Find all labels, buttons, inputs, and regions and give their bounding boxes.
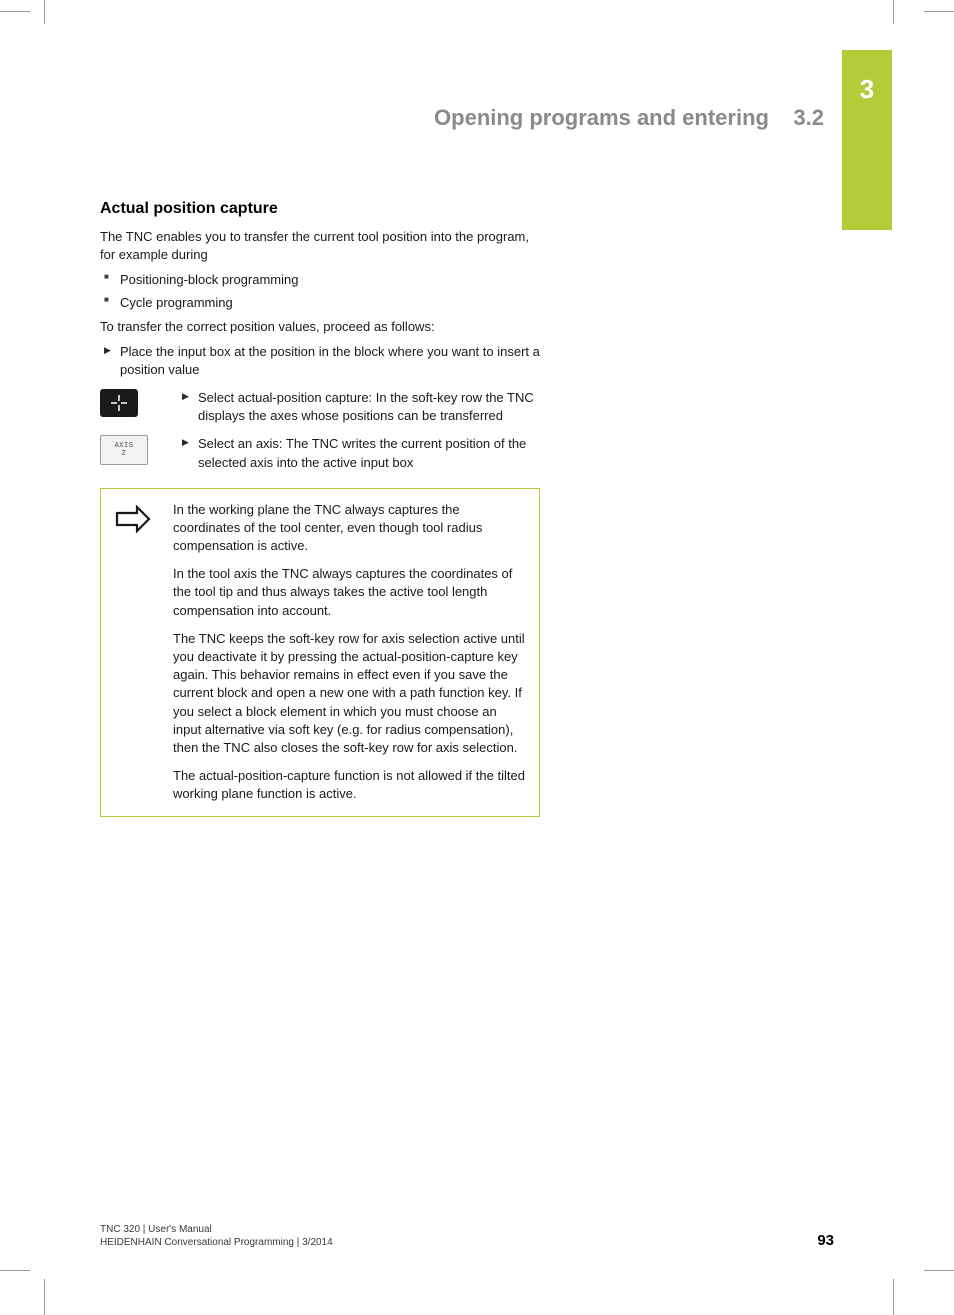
position-capture-key-icon [100,389,138,417]
chapter-tab: 3 [842,50,892,230]
step-text: Select actual-position capture: In the s… [178,389,540,425]
crop-mark [893,1279,894,1315]
note-arrow-icon [113,505,153,533]
step-text-wrapper: Select actual-position capture: In the s… [148,389,540,425]
header-title: Opening programs and entering [434,105,769,130]
note-icon-column [113,501,173,538]
header-section-number: 3.2 [793,105,824,130]
main-content: Actual position capture The TNC enables … [100,200,540,817]
page-number: 93 [817,1232,834,1249]
transfer-intro: To transfer the correct position values,… [100,318,540,336]
step-text: Select an axis: The TNC writes the curre… [178,435,540,471]
crosshair-icon [111,395,127,411]
crop-mark [924,11,954,12]
intro-paragraph: The TNC enables you to transfer the curr… [100,228,540,264]
page-footer: TNC 320 | User's Manual HEIDENHAIN Conve… [100,1223,834,1249]
note-paragraph: The actual-position-capture function is … [173,767,525,803]
note-paragraph: In the working plane the TNC always capt… [173,501,525,556]
key-icon-wrapper [100,389,148,417]
note-paragraph: In the tool axis the TNC always captures… [173,565,525,620]
list-item: Positioning-block programming [100,270,540,290]
crop-mark [893,0,894,24]
axis-key-label: Z [122,450,127,458]
chapter-number: 3 [860,74,874,105]
note-paragraph: The TNC keeps the soft-key row for axis … [173,630,525,757]
bullet-list: Positioning-block programming Cycle prog… [100,270,540,312]
step-list: Place the input box at the position in t… [100,343,540,379]
crop-mark [924,1270,954,1271]
icon-step: AXIS Z Select an axis: The TNC writes th… [100,435,540,471]
footer-line-2: HEIDENHAIN Conversational Programming | … [100,1236,333,1249]
step-item: Place the input box at the position in t… [100,343,540,379]
crop-mark [44,1279,45,1315]
section-heading: Actual position capture [100,200,540,218]
footer-doc-info: TNC 320 | User's Manual HEIDENHAIN Conve… [100,1223,333,1249]
note-box: In the working plane the TNC always capt… [100,488,540,817]
crop-mark [44,0,45,24]
axis-key-label: AXIS [115,442,134,450]
crop-mark [0,11,30,12]
footer-line-1: TNC 320 | User's Manual [100,1223,333,1236]
key-icon-wrapper: AXIS Z [100,435,148,465]
list-item: Cycle programming [100,293,540,313]
icon-step: Select actual-position capture: In the s… [100,389,540,425]
axis-key-icon: AXIS Z [100,435,148,465]
step-text-wrapper: Select an axis: The TNC writes the curre… [148,435,540,471]
note-text-column: In the working plane the TNC always capt… [173,501,525,804]
crop-mark [0,1270,30,1271]
page-header: Opening programs and entering 3.2 [434,105,824,131]
